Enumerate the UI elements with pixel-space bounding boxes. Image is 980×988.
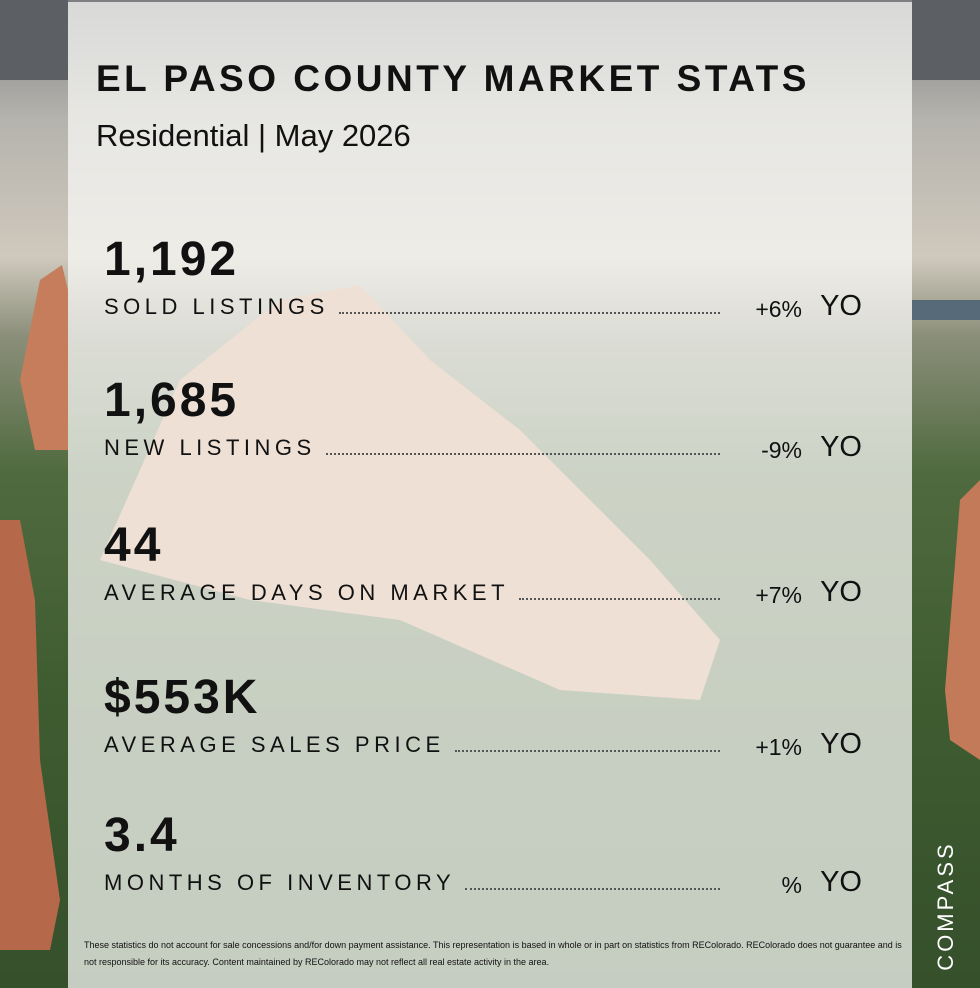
stat-value: 1,685 [104,374,240,427]
stat-suffix: YO [820,290,862,322]
dot-leader [455,750,720,752]
stat-value: 1,192 [104,233,240,286]
disclaimer: These statistics do not account for sale… [84,940,902,967]
stat-value: $553K [104,671,261,724]
stat-suffix: YO [820,431,862,463]
mountains [912,300,980,320]
rock [945,480,980,760]
title: EL PASO COUNTY MARKET STATS [96,58,810,99]
stat-suffix: YO [820,866,862,898]
stat-label: AVERAGE SALES PRICE [104,732,445,757]
stat-value: 44 [104,519,164,572]
brand-logo: COMPASS [933,841,958,971]
rock [20,265,68,450]
stat-row: 1,685 NEW LISTINGS -9% YO [104,373,862,473]
cloud [0,0,68,80]
dot-leader [519,598,720,600]
stat-change: -9% [761,437,802,463]
stat-label: AVERAGE DAYS ON MARKET [104,580,510,605]
stat-row: 1,192 SOLD LISTINGS +6% YO [104,232,862,332]
panel [68,2,912,988]
stat-change: +1% [755,734,802,760]
stat-label: NEW LISTINGS [104,435,316,460]
dot-leader [326,453,720,455]
stat-row: $553K AVERAGE SALES PRICE +1% YO [104,670,862,770]
stat-row: 3.4 MONTHS OF INVENTORY% YO [104,808,862,908]
cloud [912,0,980,80]
stat-suffix: YO [820,728,862,760]
stat-row: 44 AVERAGE DAYS ON MARKET +7% YO [104,518,862,618]
dot-leader [339,312,720,314]
stat-label: SOLD LISTINGS [104,294,329,319]
stat-suffix: YO [820,576,862,608]
stat-label: MONTHS OF INVENTORY [104,870,456,895]
dot-leader [465,888,720,890]
subtitle: Residential | May 2026 [96,118,411,153]
stat-change: +7% [755,582,802,608]
stat-change: % [781,872,802,898]
stat-change: +6% [755,296,802,322]
rock [0,520,60,950]
stat-value: 3.4 [104,809,180,862]
